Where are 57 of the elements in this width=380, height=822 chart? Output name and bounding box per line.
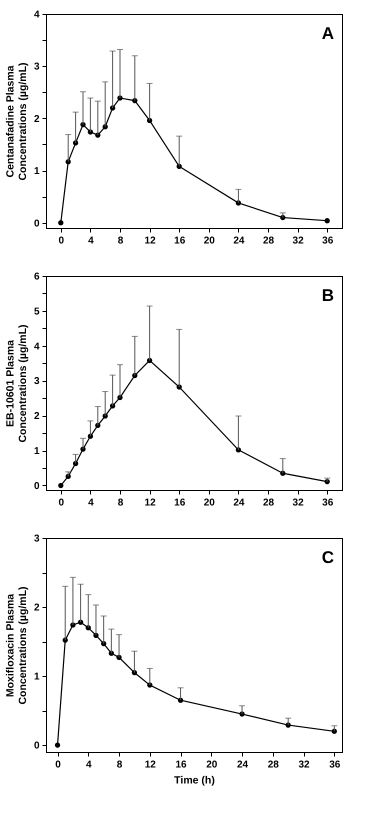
point	[58, 220, 64, 226]
x-tick-label: 8	[118, 236, 124, 246]
annotation: A	[322, 24, 334, 43]
x-tick-label: 24	[233, 498, 245, 508]
x-tick-label: 36	[322, 236, 334, 246]
x-tick-label: 32	[292, 498, 304, 508]
y-tick-label: 4	[34, 10, 40, 20]
y-tick-label: 0	[34, 480, 40, 492]
y-axis-title: EB-10601 Plasma Concentrations (µg/mL)	[4, 324, 29, 443]
x-tick-label: 0	[58, 236, 65, 246]
x-tick-label: 20	[206, 760, 218, 770]
x-tick-label: 16	[174, 498, 186, 508]
y-tick-label: 6	[34, 272, 40, 282]
x-tick-label: 24	[236, 760, 249, 770]
y-tick-label: 5	[34, 306, 40, 318]
x-tick-label: 24	[233, 236, 245, 246]
point	[58, 482, 64, 488]
x-tick-label: 12	[144, 760, 156, 770]
x-tick-label: 28	[262, 498, 274, 508]
x-tick-label: 4	[88, 236, 94, 246]
y-tick-label: 0	[34, 218, 40, 230]
x-tick-label: 8	[116, 760, 123, 770]
y-tick-label: 2	[34, 602, 40, 614]
x-tick-label: 32	[298, 760, 310, 770]
x-tick-label: 16	[175, 760, 188, 770]
y-tick-label: 1	[34, 446, 40, 458]
x-tick-label: 20	[204, 498, 216, 508]
y-axis-title: Moxifloxacin Plasma Concentrations (µg/mL)	[4, 586, 29, 705]
y-tick-label: 3	[34, 376, 40, 388]
x-tick-label: 36	[329, 760, 341, 770]
annotation: B	[322, 286, 334, 305]
y-axis-title: Centanafadine Plasma Concentrations (µg/mL)	[4, 62, 29, 181]
x-tick-label: 32	[292, 236, 304, 246]
y-tick-label: 3	[34, 534, 40, 544]
y-tick-label: 1	[34, 672, 40, 683]
y-tick-label: 0	[34, 740, 40, 752]
x-tick-label: 12	[144, 498, 156, 508]
x-tick-label: 0	[55, 760, 62, 770]
y-tick-label: 2	[34, 114, 40, 125]
x-axis-title: Time (h)	[174, 774, 215, 786]
y-tick-label: 3	[34, 62, 40, 73]
x-tick-label: 0	[58, 498, 65, 508]
x-tick-label: 8	[118, 498, 124, 508]
x-tick-label: 4	[86, 760, 92, 770]
x-tick-label: 20	[204, 236, 216, 246]
annotation: C	[322, 548, 334, 567]
point	[54, 742, 60, 748]
x-tick-label: 36	[322, 498, 334, 508]
x-tick-label: 12	[144, 236, 156, 246]
x-tick-label: 28	[268, 760, 280, 770]
y-tick-label: 2	[34, 411, 40, 422]
x-tick-label: 16	[174, 236, 186, 246]
point	[324, 218, 330, 224]
y-tick-label: 1	[34, 166, 40, 178]
x-tick-label: 28	[262, 236, 274, 246]
y-tick-label: 4	[34, 341, 40, 352]
x-tick-label: 4	[88, 498, 94, 508]
